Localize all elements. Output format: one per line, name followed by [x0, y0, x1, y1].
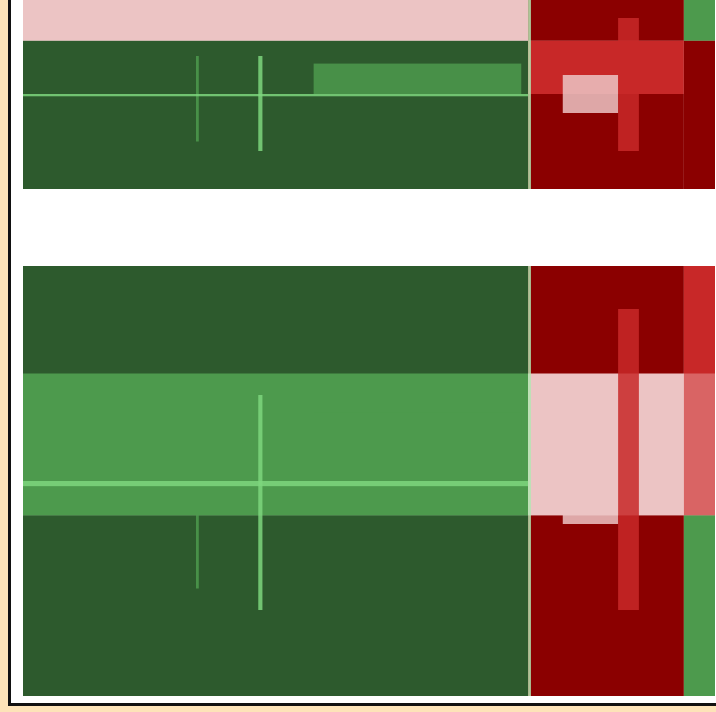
heatmap-stripe-p2-6	[528, 266, 531, 696]
heatmap-stripe-p1-4	[562, 75, 619, 113]
heatmap-stripe-p1-5	[618, 18, 639, 151]
heatmap-stripe-p2-4	[562, 438, 619, 524]
heatmap-stripe-p1-2	[313, 63, 522, 94]
heatmap-cell-p2-r2-c2	[683, 515, 715, 696]
heatmap-cell-p2-r1-c2	[683, 373, 715, 516]
heatmap-stripe-p1-1	[258, 56, 263, 151]
heatmap-stripe-p1-6	[528, 0, 531, 189]
heatmap-cell-p2-r0-c0	[23, 266, 529, 374]
heatmap-stripe-p2-0	[196, 395, 199, 589]
heatmap-stripe-p2-3	[23, 481, 529, 487]
heatmap-cell-p2-r0-c2	[683, 266, 715, 374]
heatmap-cell-p1-r2-c0	[23, 94, 529, 189]
heatmap-frame	[8, 0, 716, 706]
heatmap-cell-p1-r0-c2	[683, 0, 715, 41]
heatmap-stripe-p2-5	[618, 309, 639, 610]
heatmap-panel-2	[23, 266, 715, 696]
heatmap-cell-p1-r0-c0	[23, 0, 529, 41]
heatmap-stripe-p1-0	[196, 56, 199, 142]
heatmap-cell-p2-r2-c1	[528, 515, 684, 696]
heatmap-stripe-p2-2	[313, 412, 522, 481]
heatmap-chart	[23, 0, 715, 696]
heatmap-stripe-p2-1	[258, 395, 263, 610]
heatmap-cell-p1-r2-c2	[683, 94, 715, 189]
heatmap-cell-p2-r0-c1	[528, 266, 684, 374]
heatmap-cell-p2-r2-c0	[23, 515, 529, 696]
heatmap-panel-1	[23, 0, 715, 189]
heatmap-cell-p1-r0-c1	[528, 0, 684, 41]
heatmap-stripe-p1-3	[23, 94, 529, 97]
heatmap-cell-p1-r1-c2	[683, 40, 715, 94]
